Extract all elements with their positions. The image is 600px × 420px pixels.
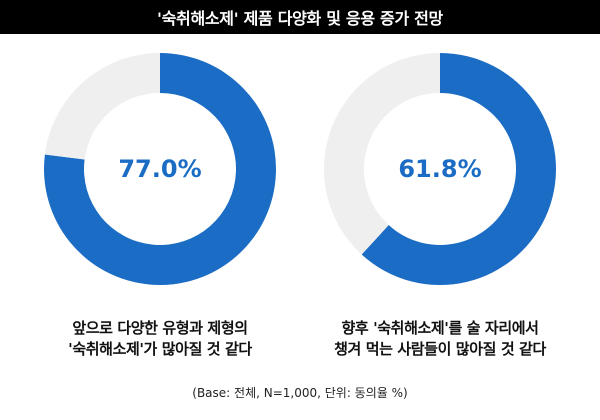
caption-right: 향후 '숙취해소제'를 술 자리에서 챙겨 먹는 사람들이 많아질 것 같다: [305, 318, 575, 360]
chart-title: '숙취해소제' 제품 다양화 및 응용 증가 전망: [157, 9, 443, 28]
donut-chart-right: 61.8%: [323, 52, 557, 286]
chart-title-bar: '숙취해소제' 제품 다양화 및 응용 증가 전망: [0, 0, 600, 34]
caption-left-line-1: 앞으로 다양한 유형과 제형의: [72, 319, 248, 337]
caption-right-line-1: 향후 '숙취해소제'를 술 자리에서: [341, 319, 539, 337]
donut-slice-remainder-right: [324, 53, 440, 255]
caption-right-line-2: 챙겨 먹는 사람들이 많아질 것 같다: [334, 340, 546, 358]
donut-slice-value-left: [44, 53, 276, 285]
footnote: (Base: 전체, N=1,000, 단위: 동의율 %): [192, 386, 408, 400]
donut-slice-value-right: [361, 53, 556, 285]
donut-svg-right: [324, 53, 556, 285]
caption-left: 앞으로 다양한 유형과 제형의 '숙취해소제'가 많아질 것 같다: [25, 318, 295, 360]
donut-slice-remainder-left: [44, 53, 160, 160]
donut-chart-left: 77.0%: [43, 52, 277, 286]
caption-left-line-2: '숙취해소제'가 많아질 것 같다: [68, 340, 252, 358]
donut-svg-left: [44, 53, 276, 285]
